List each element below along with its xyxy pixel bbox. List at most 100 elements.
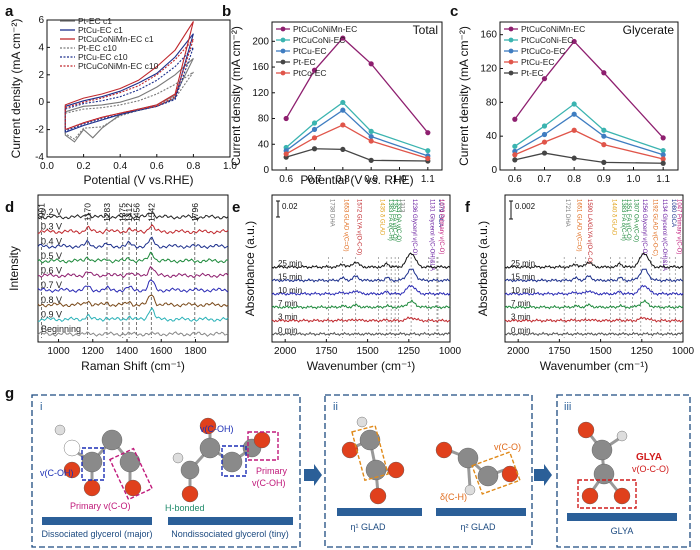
carbon-atom bbox=[221, 451, 243, 473]
oxygen-atom bbox=[369, 487, 387, 505]
series-label: 3 min bbox=[278, 313, 298, 322]
legend-marker bbox=[508, 59, 514, 65]
data-point bbox=[512, 116, 518, 122]
y-axis-label: Absorbance (a.u.) bbox=[243, 221, 257, 316]
series-label: 0.7 V bbox=[41, 280, 62, 290]
peak-label: 1256 Glyceryl ν(C-O) bbox=[641, 199, 647, 255]
highlight-box bbox=[577, 479, 637, 509]
x-tick-label: 0.6 bbox=[150, 161, 164, 172]
series-label: 3 min bbox=[511, 313, 531, 322]
panel-letter-a: a bbox=[5, 3, 14, 20]
carbon-atom bbox=[359, 429, 381, 451]
y-tick-label: 80 bbox=[258, 114, 270, 125]
series-label: 0 min bbox=[511, 326, 531, 335]
series-label: 15 min bbox=[278, 272, 302, 281]
y-axis-label: Current density (mA cm⁻²) bbox=[9, 19, 23, 159]
legend-label: PtCuCo-EC bbox=[521, 46, 565, 56]
oxygen-atom bbox=[83, 479, 101, 497]
x-tick-label: 0.9 bbox=[597, 174, 611, 185]
data-point bbox=[340, 107, 346, 113]
carbon-atom bbox=[477, 465, 499, 487]
x-tick-label: 1750 bbox=[548, 346, 571, 357]
bond-label: GLYA bbox=[636, 452, 662, 463]
data-point bbox=[311, 120, 318, 126]
scale-bar-label: 0.002 bbox=[515, 202, 536, 211]
legend-label: PtCu-EC bbox=[521, 57, 555, 67]
peak-label: 1738 DHA bbox=[328, 199, 334, 227]
data-point bbox=[571, 111, 577, 117]
hydrogen-atom bbox=[172, 452, 184, 464]
y-tick-label: 120 bbox=[252, 88, 269, 99]
ir-spectrum bbox=[504, 331, 684, 337]
data-point bbox=[660, 152, 666, 158]
series-line bbox=[514, 113, 664, 156]
catalyst-surface bbox=[567, 513, 677, 521]
legend-label: PtCuCoNiMn-EC c10 bbox=[78, 61, 159, 71]
y-tick-label: 120 bbox=[480, 64, 497, 75]
y-tick-label: 6 bbox=[38, 15, 44, 26]
panel-a-frame bbox=[46, 19, 231, 158]
x-tick-label: 1600 bbox=[150, 346, 173, 357]
schematic-caption: Nondissociated glycerol (tiny) bbox=[171, 529, 289, 539]
legend-label: PtCo-EC bbox=[293, 68, 327, 78]
sub-numeral: iii bbox=[564, 401, 571, 413]
x-tick-label: 1500 bbox=[589, 346, 612, 357]
data-point bbox=[311, 126, 318, 133]
data-point bbox=[425, 130, 431, 136]
ir-spectrum bbox=[504, 316, 684, 323]
legend-marker bbox=[508, 48, 514, 54]
sub-numeral: ii bbox=[333, 401, 338, 413]
hydrogen-atom bbox=[356, 416, 368, 428]
data-point bbox=[311, 67, 318, 73]
highlight-box bbox=[471, 451, 521, 495]
raman-spectrum bbox=[37, 331, 229, 337]
carbon-atom bbox=[457, 447, 479, 469]
series-label: 0.4 V bbox=[41, 236, 62, 246]
x-tick-label: 1000 bbox=[672, 346, 695, 357]
highlight-box bbox=[221, 445, 247, 477]
x-tick-label: 0.7 bbox=[308, 174, 322, 185]
data-point bbox=[601, 133, 607, 139]
raman-spectrum bbox=[37, 279, 229, 293]
data-point bbox=[660, 160, 666, 166]
x-tick-label: 2000 bbox=[507, 346, 530, 357]
carbon-atom bbox=[593, 463, 615, 485]
peak-label: 1796 bbox=[190, 203, 200, 222]
x-tick-label: 0.6 bbox=[279, 174, 293, 185]
peak-label: 1542 bbox=[146, 203, 156, 222]
oxygen-atom bbox=[124, 479, 142, 497]
series-label: 25 min bbox=[278, 259, 302, 268]
x-tick-label: 0.4 bbox=[113, 161, 127, 172]
legend-label: PtCu-EC c10 bbox=[78, 52, 128, 62]
annotation: Glycerate bbox=[623, 23, 675, 37]
series-label: 10 min bbox=[278, 286, 302, 295]
peak-label: 1333 OA ν(C-O) bbox=[395, 199, 401, 242]
peak-label: 1192 GLAD ν(C-O-C) bbox=[651, 199, 657, 256]
y-axis-label: Intensity bbox=[7, 246, 21, 291]
x-tick-label: 1400 bbox=[116, 346, 139, 357]
data-point bbox=[512, 152, 518, 158]
series-label: 10 min bbox=[511, 286, 535, 295]
carbon-atom bbox=[81, 451, 103, 473]
x-tick-label: 1250 bbox=[631, 346, 654, 357]
legend-label: PtCuCoNiMn-EC bbox=[521, 24, 585, 34]
x-axis-label: Raman Shift (cm⁻¹) bbox=[81, 359, 185, 373]
x-tick-label: 0.9 bbox=[364, 174, 378, 185]
peak-label: 1383 FA δ(C-H) bbox=[620, 199, 626, 241]
carbon-atom bbox=[180, 460, 200, 480]
oxygen-atom bbox=[387, 461, 405, 479]
legend-label: PtCuCoNi-EC bbox=[293, 35, 345, 45]
series-label: 0.5 V bbox=[41, 251, 62, 261]
peak-label: 1283 bbox=[102, 203, 112, 222]
x-tick-label: 1000 bbox=[439, 346, 462, 357]
bond-label: Primary bbox=[256, 466, 287, 476]
raman-spectrum bbox=[37, 307, 229, 323]
panel-e-frame bbox=[271, 194, 451, 343]
legend-label: Pt-EC c10 bbox=[78, 43, 117, 53]
peak-label: 1313 bbox=[398, 199, 404, 213]
y-tick-label: -4 bbox=[35, 152, 44, 163]
x-tick-label: 1.0 bbox=[223, 161, 237, 172]
x-tick-label: 0.6 bbox=[508, 174, 522, 185]
y-tick-label: 80 bbox=[486, 97, 498, 108]
y-tick-label: 200 bbox=[252, 36, 269, 47]
